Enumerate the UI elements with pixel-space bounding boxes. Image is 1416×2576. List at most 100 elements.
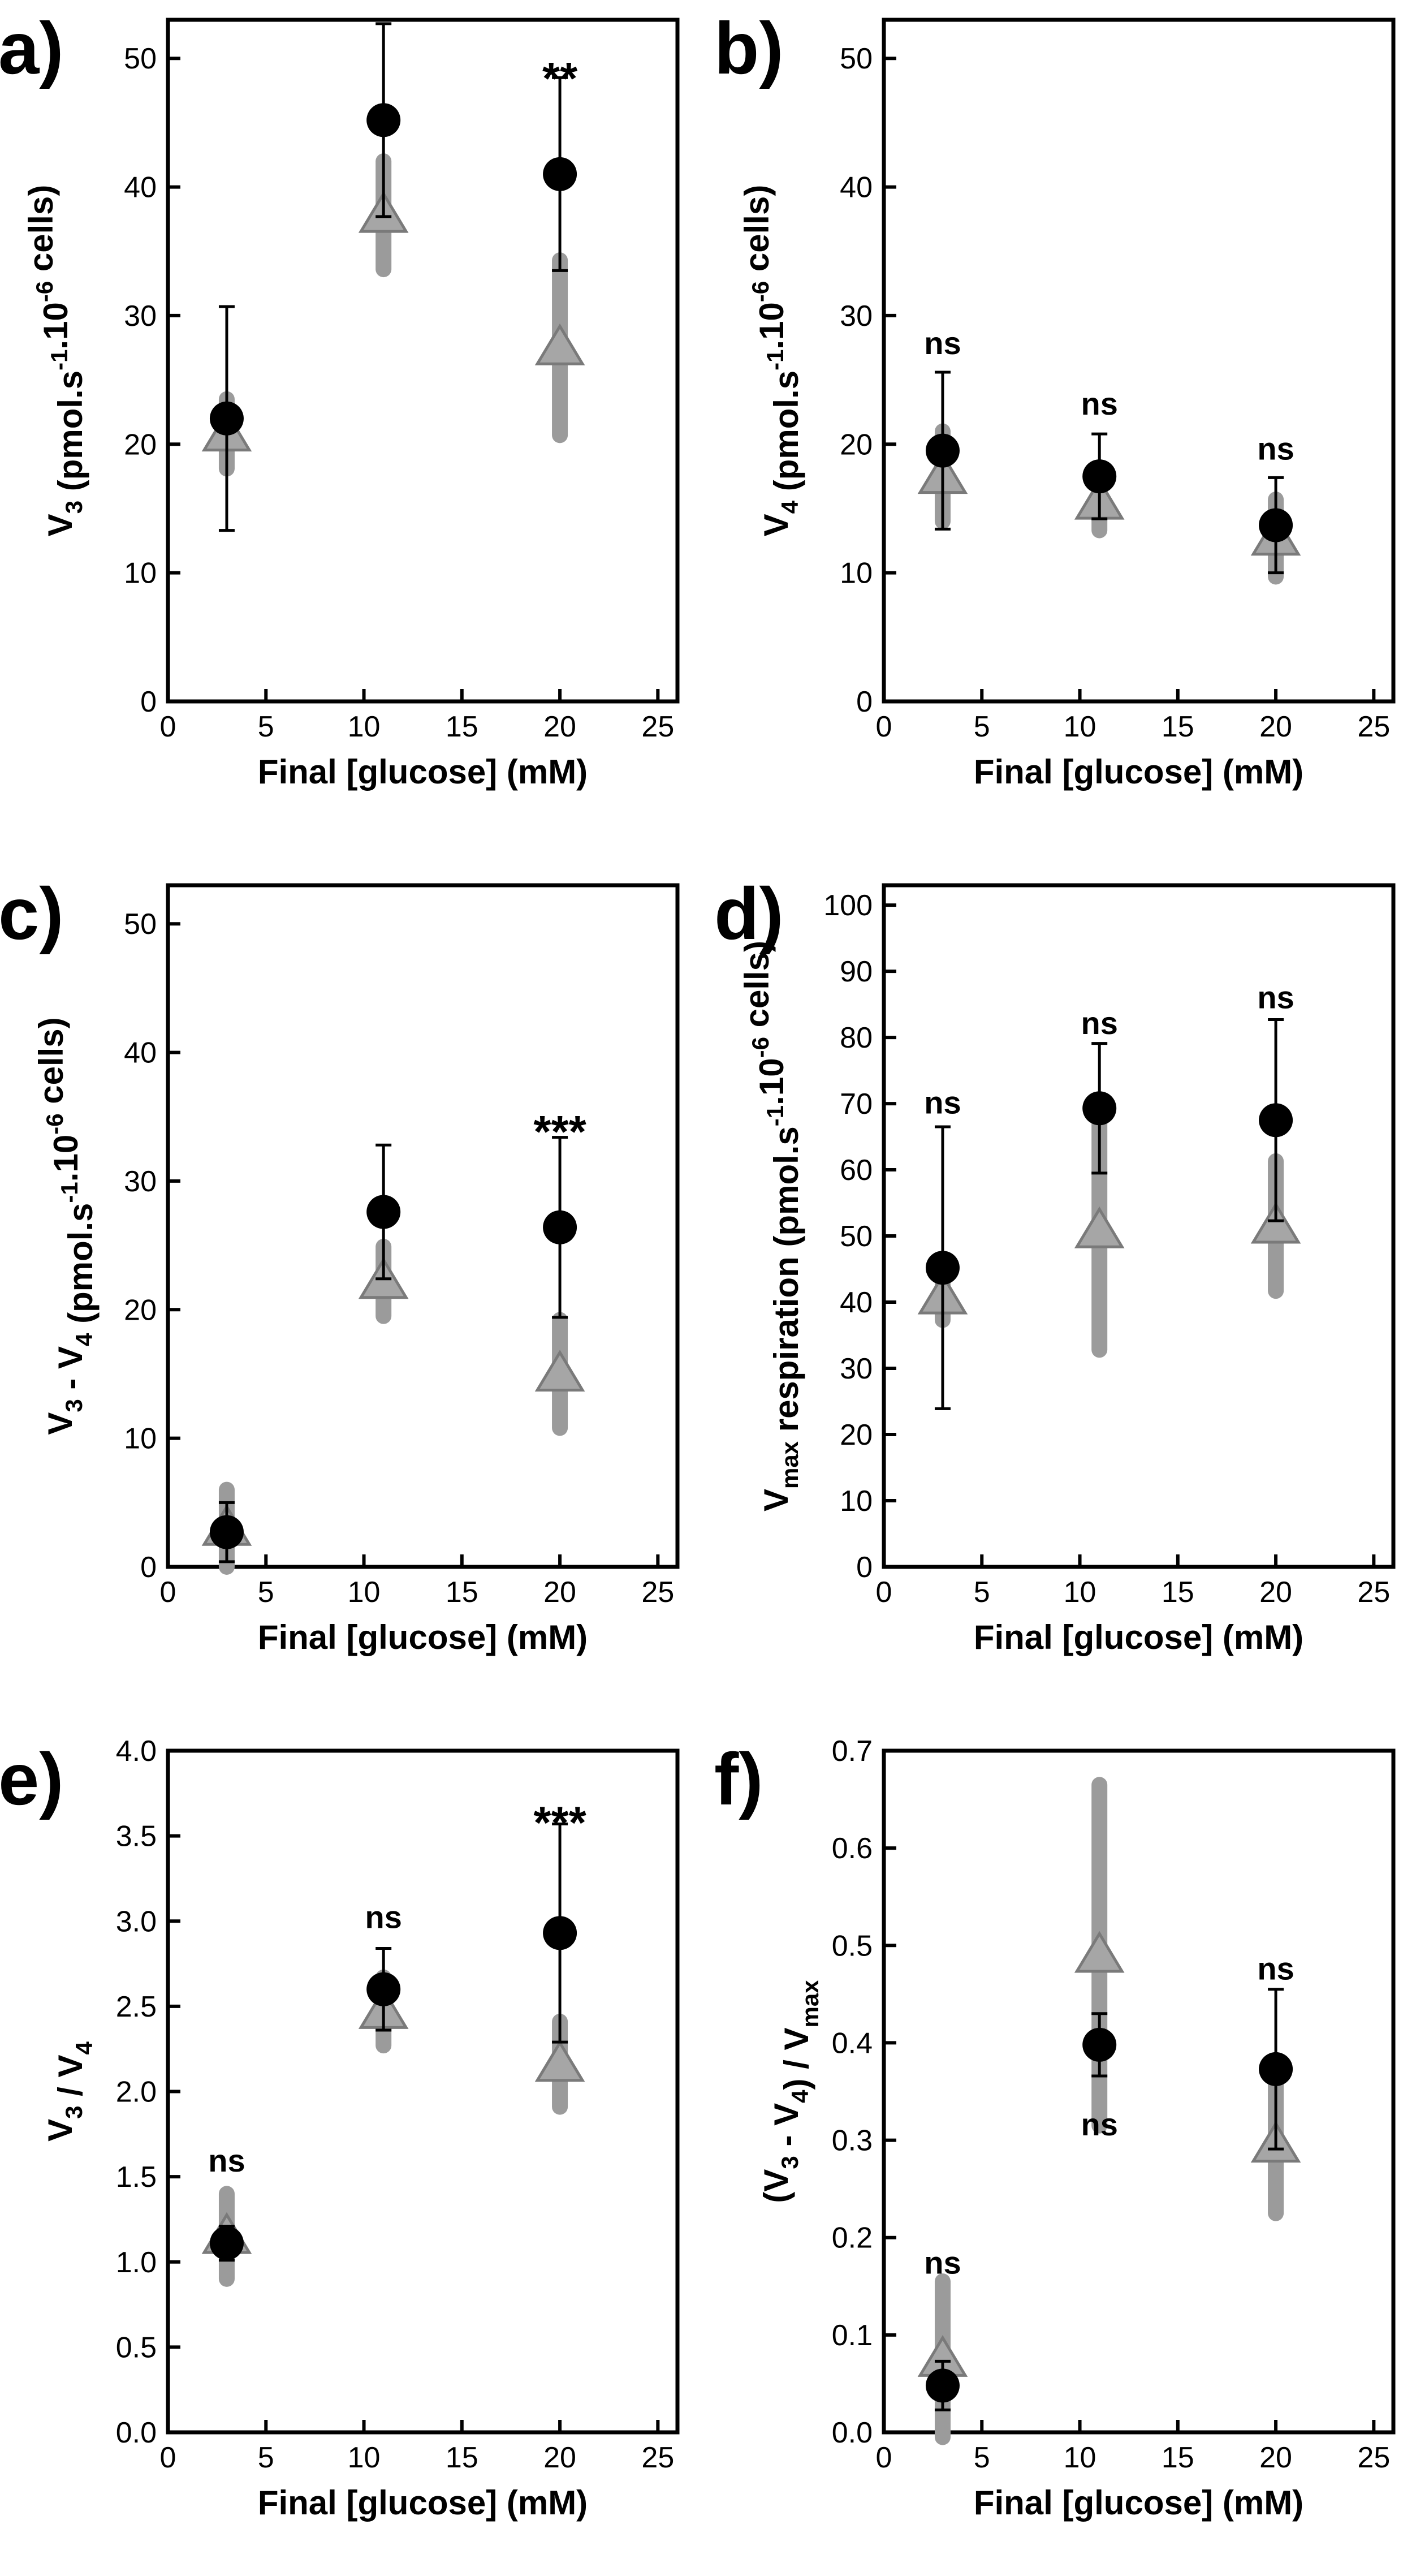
circle-point bbox=[925, 433, 960, 468]
x-axis-title: Final [glucose] (mM) bbox=[258, 1618, 588, 1656]
triangle-point bbox=[534, 2040, 585, 2082]
circle-point bbox=[366, 103, 401, 137]
panel-a: 0 5 10 15 20 25 0 10 20 30 40 50 Final [glucose] (mM… bbox=[0, 7, 680, 791]
y-axis-title-part: 3 bbox=[61, 2106, 87, 2119]
y-axis-title: V3 - V4 (pmol.s-1.10-6 cells) bbox=[32, 1017, 100, 1435]
y-tick-label: 0.1 bbox=[832, 2319, 873, 2352]
y-axis-title-part: -6 bbox=[31, 281, 58, 302]
x-tick-label: 25 bbox=[1357, 2441, 1390, 2474]
y-axis-title-part: (pmol.s bbox=[62, 1203, 100, 1333]
x-tick-label: 5 bbox=[258, 1576, 274, 1609]
y-tick-label: 40 bbox=[124, 171, 157, 204]
y-tick-label: 70 bbox=[840, 1088, 873, 1121]
plot-frame bbox=[882, 1748, 1396, 2435]
y-tick-label: 40 bbox=[840, 171, 873, 204]
y-axis-title-part: -1 bbox=[56, 1182, 83, 1203]
x-tick-label: 5 bbox=[258, 710, 274, 743]
panel-e: 0 5 10 15 20 25 0.0 0.5 1.0 1.5 2.0 2.5 3.0 3.5 4.0 Fin… bbox=[0, 1735, 680, 2522]
y-tick-label: 3.5 bbox=[116, 1820, 157, 1853]
circle-point bbox=[1259, 508, 1293, 542]
x-tick-label: 20 bbox=[1259, 1576, 1292, 1609]
y-tick-label: 3.0 bbox=[116, 1905, 157, 1938]
plot-frame bbox=[166, 883, 680, 1569]
x-tick-label: 25 bbox=[1357, 1576, 1390, 1609]
significance-label: ns bbox=[924, 2245, 961, 2280]
y-tick-label: 30 bbox=[124, 1165, 157, 1198]
significance-label: *** bbox=[533, 1797, 586, 1847]
circle-point bbox=[925, 1251, 960, 1285]
x-tick-label: 5 bbox=[974, 2441, 990, 2474]
circle-point bbox=[1082, 2027, 1117, 2062]
y-axis-title-part: max bbox=[797, 1980, 823, 2028]
panel-letter: c) bbox=[0, 872, 64, 955]
y-tick-label: 2.5 bbox=[116, 1991, 157, 2023]
y-axis-title-part: -6 bbox=[747, 1037, 774, 1058]
y-axis-title-part: respiration (pmol.s bbox=[767, 1126, 805, 1441]
y-tick-label: 4.0 bbox=[116, 1735, 157, 1768]
x-tick-label: 0 bbox=[160, 710, 176, 743]
circle-point bbox=[366, 1972, 401, 2006]
plot-frame bbox=[166, 18, 680, 704]
x-axis-title: Final [glucose] (mM) bbox=[974, 753, 1303, 791]
x-tick-label: 20 bbox=[543, 710, 576, 743]
circle-point bbox=[543, 157, 577, 191]
x-tick-label: 0 bbox=[876, 710, 892, 743]
y-axis-title: V3 (pmol.s-1.10-6 cells) bbox=[22, 185, 89, 537]
x-tick-label: 10 bbox=[1064, 710, 1096, 743]
circle-point bbox=[1259, 1103, 1293, 1138]
y-tick-label: 0 bbox=[140, 686, 157, 718]
x-tick-label: 25 bbox=[641, 1576, 674, 1609]
significance-label: ns bbox=[1257, 1951, 1294, 1987]
y-tick-label: 0.0 bbox=[116, 2416, 157, 2449]
y-axis-title-part: -1 bbox=[46, 350, 72, 371]
y-axis-title-part: 4 bbox=[71, 2041, 97, 2054]
y-axis-title-part: 3 bbox=[61, 501, 87, 514]
significance-label: ns bbox=[365, 1899, 402, 1935]
y-axis-title-part: - V bbox=[51, 1346, 89, 1399]
y-tick-label: 2.0 bbox=[116, 2076, 157, 2109]
y-axis-title-part: 4 bbox=[71, 1333, 97, 1346]
y-axis-title-part: cells) bbox=[32, 1017, 70, 1113]
y-tick-label: 20 bbox=[124, 1294, 157, 1326]
y-tick-label: 90 bbox=[840, 955, 873, 988]
y-tick-label: 30 bbox=[840, 1352, 873, 1385]
plot-frame bbox=[882, 18, 1396, 704]
y-axis-title-part: cells) bbox=[738, 941, 776, 1037]
x-tick-label: 0 bbox=[160, 2441, 176, 2474]
x-tick-label: 5 bbox=[258, 2441, 274, 2474]
y-axis-title-part: - V bbox=[767, 2103, 805, 2156]
panel-letter: a) bbox=[0, 7, 64, 89]
x-tick-label: 25 bbox=[641, 2441, 674, 2474]
significance-label: ns bbox=[1081, 1005, 1118, 1041]
x-tick-label: 5 bbox=[974, 710, 990, 743]
significance-label: ns bbox=[1257, 431, 1294, 467]
significance-label: ns bbox=[924, 1085, 961, 1121]
y-axis-title: V3 / V4 bbox=[41, 2041, 97, 2141]
y-axis-title-part: .10 bbox=[753, 302, 791, 349]
x-tick-label: 20 bbox=[1259, 710, 1292, 743]
y-tick-label: 40 bbox=[124, 1037, 157, 1070]
circle-point bbox=[209, 2226, 244, 2260]
y-tick-label: 0.5 bbox=[116, 2331, 157, 2364]
y-tick-label: 0.6 bbox=[832, 1832, 873, 1865]
panel-letter: b) bbox=[714, 7, 784, 89]
y-axis-title-part: V bbox=[41, 1412, 79, 1435]
x-tick-label: 15 bbox=[1162, 1576, 1194, 1609]
y-axis-title-part: V bbox=[757, 514, 795, 536]
significance-label: ns bbox=[1081, 2107, 1118, 2142]
significance-label: ns bbox=[924, 325, 961, 361]
y-tick-label: 50 bbox=[124, 908, 157, 941]
significance-label: *** bbox=[533, 1106, 586, 1157]
significance-label: ns bbox=[1081, 386, 1118, 421]
y-axis-title: (V3 - V4) / Vmax bbox=[757, 1980, 823, 2203]
y-tick-label: 10 bbox=[840, 1485, 873, 1518]
circle-point bbox=[1082, 1091, 1117, 1126]
y-tick-label: 0.0 bbox=[832, 2416, 873, 2449]
x-tick-label: 0 bbox=[160, 1576, 176, 1609]
y-tick-label: 10 bbox=[840, 557, 873, 590]
x-tick-label: 0 bbox=[876, 1576, 892, 1609]
y-tick-label: 10 bbox=[124, 557, 157, 590]
x-axis-title: Final [glucose] (mM) bbox=[974, 1618, 1303, 1656]
y-axis-title-part: .10 bbox=[47, 1135, 85, 1182]
